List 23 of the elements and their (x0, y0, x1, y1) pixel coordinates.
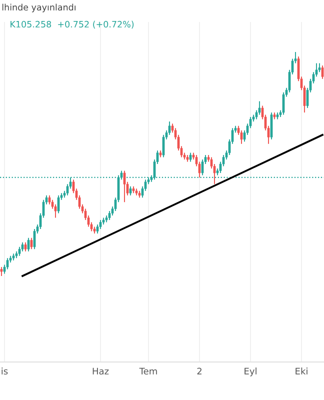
candlestick (168, 120, 171, 136)
candlestick (240, 130, 243, 144)
x-tick-label: Tem (139, 368, 157, 375)
candlestick (33, 228, 36, 250)
text: K105.258 +0.752 (+0.72%) (10, 20, 134, 29)
candlestick (258, 100, 261, 116)
candlestick (282, 92, 285, 116)
candlestick (162, 134, 165, 158)
candlestick (123, 170, 126, 203)
candlestick (54, 204, 57, 218)
x-tick-label: Haz (92, 368, 109, 375)
candlestick (57, 194, 60, 214)
candlestick (270, 112, 273, 140)
candlestick (27, 237, 30, 252)
candlestick (201, 159, 204, 176)
x-tick-label: Eyl (244, 368, 256, 376)
x-tick-label: Eki (296, 368, 308, 374)
x-tick-label: is (2, 368, 8, 375)
text: lhinde yayınlandı (2, 4, 76, 12)
candlestick (30, 237, 33, 250)
candlestick (321, 64, 324, 80)
x-tick-label: 2 (197, 368, 202, 374)
candlestick (6, 258, 9, 270)
